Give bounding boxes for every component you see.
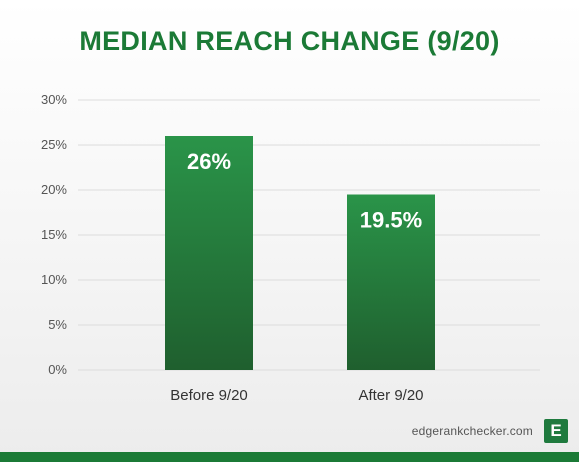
bar <box>347 194 435 370</box>
y-tick-label: 0% <box>48 362 67 377</box>
y-tick-label: 15% <box>41 227 67 242</box>
y-tick-label: 30% <box>41 92 67 107</box>
footer-site-text: edgerankchecker.com <box>411 424 533 438</box>
x-axis-categories: Before 9/20 After 9/20 <box>170 387 423 404</box>
bar <box>165 136 253 370</box>
bar-data-label: 19.5% <box>360 208 422 233</box>
y-axis-ticks: 0% 5% 10% 15% 20% 25% 30% <box>41 92 67 377</box>
x-category-label: After 9/20 <box>358 387 423 404</box>
x-category-label: Before 9/20 <box>170 387 248 404</box>
bottom-accent-bar <box>0 452 579 462</box>
y-tick-label: 25% <box>41 137 67 152</box>
chart-title: MEDIAN REACH CHANGE (9/20) <box>79 26 500 56</box>
grid-lines <box>78 99 540 371</box>
edgerank-e-logo-icon: E <box>544 419 568 443</box>
y-tick-label: 10% <box>41 272 67 287</box>
y-tick-label: 20% <box>41 182 67 197</box>
bar-data-label: 26% <box>187 149 231 174</box>
bars: 26% 19.5% <box>165 136 435 370</box>
y-tick-label: 5% <box>48 317 67 332</box>
